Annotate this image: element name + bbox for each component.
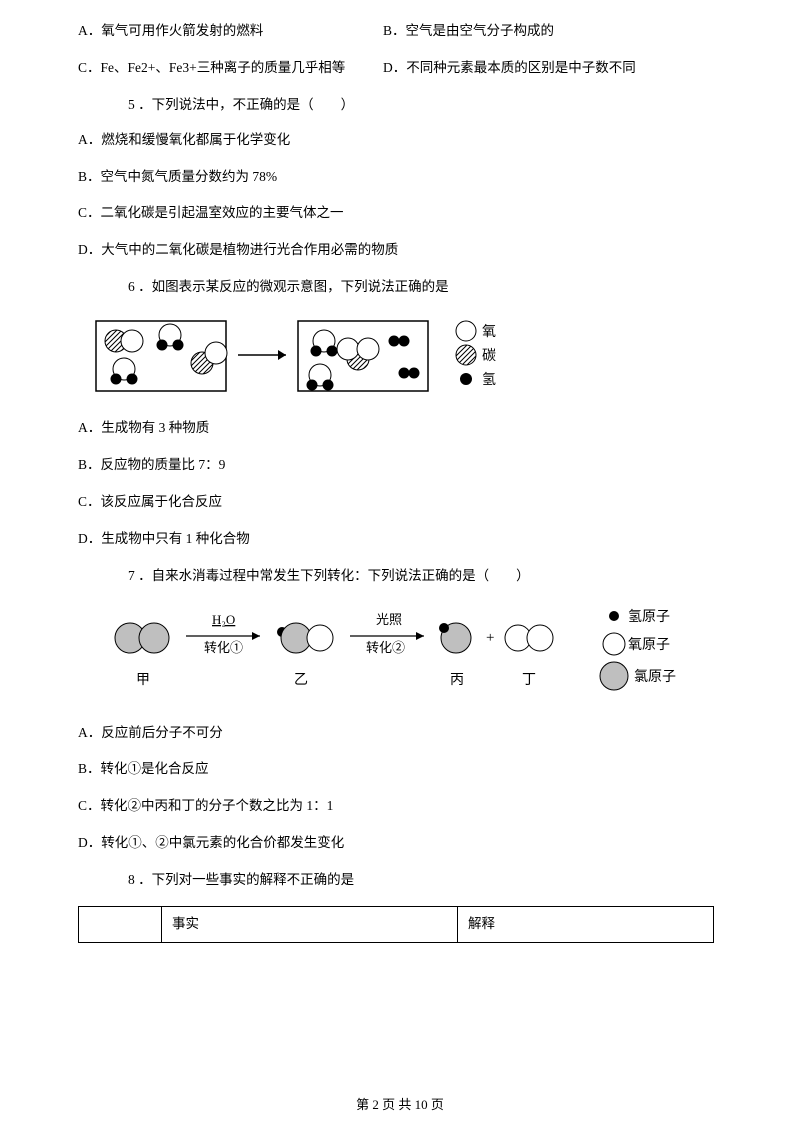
page-body: A．氧气可用作火箭发射的燃料 B．空气是由空气分子构成的 C．Fe、Fe2+、F… [0,0,800,963]
q7-option-d: D．转化①、②中氯元素的化合价都发生变化 [78,834,728,853]
q7-option-a: A．反应前后分子不可分 [78,724,728,743]
q7-diagram-svg: 甲 H₂O 转化① 乙 光照 转化② 丙 + 丁 [94,602,714,706]
q8-table: 事实 解释 [78,906,714,943]
q6-diagram: 氧 碳 氢 [94,313,728,401]
q6-option-a: A．生成物有 3 种物质 [78,419,728,438]
q8-th3: 解释 [458,907,714,943]
q4-option-d: D．不同种元素最本质的区别是中子数不同 [383,59,636,78]
q7-diagram: 甲 H₂O 转化① 乙 光照 转化② 丙 + 丁 [94,602,728,706]
q5-stem: 5 ．下列说法中，不正确的是（ ） [128,96,728,115]
q6-option-c: C．该反应属于化合反应 [78,493,728,512]
q7-arrow1-bottom: 转化① [204,640,243,655]
q5-option-c: C．二氧化碳是引起温室效应的主要气体之一 [78,204,728,223]
q7-label-bing: 丙 [450,673,464,688]
q6-option-d: D．生成物中只有 1 种化合物 [78,530,728,549]
q6-stem: 6 ．如图表示某反应的微观示意图，下列说法正确的是 [128,278,728,297]
q5-option-b: B．空气中氮气质量分数约为 78% [78,168,728,187]
q7-plus: + [486,630,494,646]
q4-option-c: C．Fe、Fe2+、Fe3+三种离子的质量几乎相等 [78,59,383,78]
q8-th1 [79,907,162,943]
page-footer: 第 2 页 共 10 页 [0,1096,800,1114]
q4-row2: C．Fe、Fe2+、Fe3+三种离子的质量几乎相等 D．不同种元素最本质的区别是… [78,59,728,78]
q7-arrow1-top: H₂O [212,612,235,627]
q7-stem: 7 ．自来水消毒过程中常发生下列转化：下列说法正确的是（ ） [128,567,728,586]
q6-legend-oxygen-label: 氧 [482,324,496,340]
q7-legend-cl: 氯原子 [634,669,676,685]
q5-option-d: D．大气中的二氧化碳是植物进行光合作用必需的物质 [78,241,728,260]
q8-stem: 8 ．下列对一些事实的解释不正确的是 [128,871,728,890]
q7-arrow2-top: 光照 [376,612,402,627]
q7-legend-o: 氧原子 [628,637,670,653]
q6-diagram-svg: 氧 碳 氢 [94,313,554,401]
q6-legend-hydrogen-label: 氢 [482,372,496,388]
q7-label-jia: 甲 [136,673,150,688]
q8-th2: 事实 [162,907,458,943]
q6-option-b: B．反应物的质量比 7：9 [78,456,728,475]
q6-legend-carbon-label: 碳 [482,348,496,364]
q7-option-b: B．转化①是化合反应 [78,760,728,779]
q4-option-b: B．空气是由空气分子构成的 [383,22,554,41]
q7-option-c: C．转化②中丙和丁的分子个数之比为 1：1 [78,797,728,816]
q7-legend-h: 氢原子 [628,609,670,625]
q5-option-a: A．燃烧和缓慢氧化都属于化学变化 [78,131,728,150]
q7-arrow2-bottom: 转化② [366,640,405,655]
q4-row1: A．氧气可用作火箭发射的燃料 B．空气是由空气分子构成的 [78,22,728,41]
q7-label-yi: 乙 [294,672,308,688]
q7-label-ding: 丁 [522,673,536,688]
q4-option-a: A．氧气可用作火箭发射的燃料 [78,22,383,41]
